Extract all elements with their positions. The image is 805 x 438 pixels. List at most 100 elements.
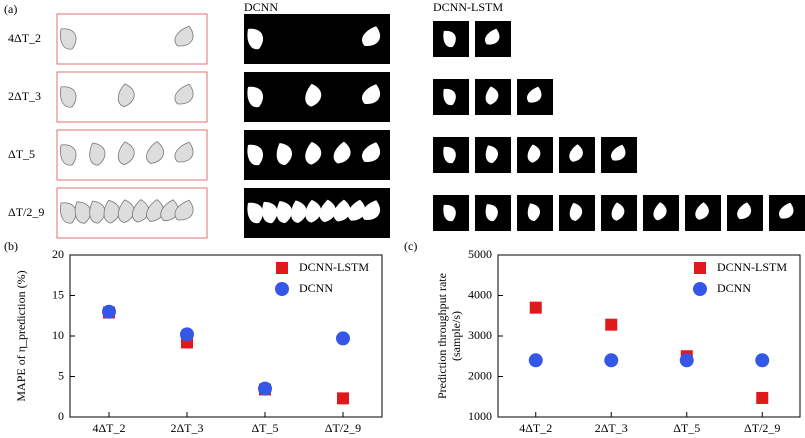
point bbox=[679, 353, 694, 368]
droplet bbox=[247, 28, 264, 50]
droplet bbox=[305, 83, 322, 107]
panel-label: (c) bbox=[404, 239, 417, 253]
droplet bbox=[247, 202, 264, 224]
y-axis-label: MAPE of η_prediction (%) bbox=[14, 270, 28, 401]
droplet bbox=[117, 83, 135, 108]
droplet bbox=[74, 201, 91, 224]
droplet bbox=[484, 28, 500, 45]
x-tick-label: 4ΔT_2 bbox=[92, 421, 125, 435]
droplet bbox=[89, 200, 106, 224]
droplet bbox=[737, 202, 752, 220]
point bbox=[180, 327, 194, 342]
column-header: DCNN-LSTM bbox=[433, 0, 503, 14]
droplet bbox=[610, 144, 626, 161]
row-label: ΔT/2_9 bbox=[8, 205, 44, 219]
droplet bbox=[653, 202, 667, 221]
legend-label: DCNN bbox=[299, 281, 333, 295]
droplet bbox=[443, 146, 456, 164]
droplet bbox=[611, 202, 625, 221]
droplet bbox=[526, 86, 542, 103]
droplet bbox=[247, 144, 264, 166]
droplet bbox=[247, 86, 264, 108]
droplet bbox=[361, 26, 380, 46]
droplet bbox=[361, 84, 380, 104]
droplet bbox=[443, 88, 456, 106]
droplet bbox=[569, 202, 583, 222]
plot-frame bbox=[69, 254, 383, 418]
droplet bbox=[276, 201, 292, 224]
row-label: 2ΔT_3 bbox=[8, 89, 41, 103]
droplet bbox=[333, 199, 351, 222]
legend-label: DCNN-LSTM bbox=[717, 260, 787, 274]
point bbox=[258, 381, 272, 396]
droplet bbox=[305, 199, 322, 223]
droplet bbox=[132, 199, 150, 223]
droplet bbox=[485, 145, 498, 164]
droplet bbox=[60, 86, 77, 108]
y-axis-label: Prediction throughput rate bbox=[435, 273, 449, 399]
droplet bbox=[361, 200, 380, 220]
x-tick-label: 4ΔT_2 bbox=[519, 421, 552, 435]
droplet bbox=[305, 141, 322, 165]
y-tick-label: 5000 bbox=[468, 247, 492, 261]
column-header: DCNN bbox=[244, 0, 278, 14]
droplet bbox=[117, 141, 135, 166]
point bbox=[529, 301, 542, 314]
point bbox=[337, 392, 349, 405]
y-tick-label: 10 bbox=[52, 328, 64, 342]
y-tick-label: 5 bbox=[58, 368, 64, 382]
x-tick-label: ΔT/2_9 bbox=[325, 421, 361, 435]
droplet bbox=[174, 141, 194, 163]
row-label: ΔT_5 bbox=[8, 147, 35, 161]
panel-label: (a) bbox=[4, 2, 17, 16]
droplet bbox=[319, 199, 336, 223]
legend-marker bbox=[693, 282, 707, 296]
droplet bbox=[117, 199, 135, 224]
droplet bbox=[347, 199, 366, 221]
droplet bbox=[174, 83, 194, 105]
x-tick-label: 2ΔT_3 bbox=[170, 421, 203, 435]
y-tick-label: 0 bbox=[58, 409, 64, 423]
droplet bbox=[60, 202, 77, 224]
x-tick-label: ΔT_5 bbox=[673, 421, 700, 435]
y-tick-label: 3000 bbox=[468, 328, 492, 342]
y-tick-label: 2000 bbox=[468, 368, 492, 382]
y-tick-label: 1000 bbox=[468, 409, 492, 423]
droplet bbox=[291, 200, 307, 224]
droplet bbox=[262, 201, 278, 224]
droplet bbox=[527, 203, 540, 222]
droplet bbox=[361, 142, 380, 162]
y-axis-label: (sample/s) bbox=[449, 311, 463, 361]
x-tick-label: ΔT/2_9 bbox=[744, 421, 780, 435]
point bbox=[336, 331, 350, 346]
point bbox=[102, 304, 116, 319]
y-tick-label: 4000 bbox=[468, 287, 492, 301]
droplet bbox=[60, 28, 77, 50]
droplet bbox=[695, 202, 709, 220]
point bbox=[604, 353, 619, 368]
droplet bbox=[60, 144, 77, 166]
x-tick-label: ΔT_5 bbox=[251, 421, 278, 435]
droplet bbox=[174, 199, 194, 221]
row-label: 4ΔT_2 bbox=[8, 31, 41, 45]
point bbox=[528, 353, 543, 368]
legend-label: DCNN bbox=[717, 281, 751, 295]
point bbox=[756, 391, 769, 404]
droplet bbox=[778, 202, 794, 219]
legend-marker bbox=[276, 262, 288, 274]
droplet bbox=[103, 199, 120, 224]
droplet bbox=[485, 86, 499, 105]
point bbox=[755, 353, 770, 368]
point bbox=[605, 318, 618, 331]
droplet bbox=[569, 144, 583, 162]
legend-label: DCNN-LSTM bbox=[299, 260, 369, 274]
droplet bbox=[276, 143, 292, 166]
droplet bbox=[146, 141, 164, 164]
droplet bbox=[443, 204, 456, 222]
droplet bbox=[89, 142, 106, 166]
droplet bbox=[333, 141, 351, 164]
droplet bbox=[485, 204, 498, 222]
legend-marker bbox=[275, 282, 289, 296]
y-tick-label: 15 bbox=[52, 287, 64, 301]
